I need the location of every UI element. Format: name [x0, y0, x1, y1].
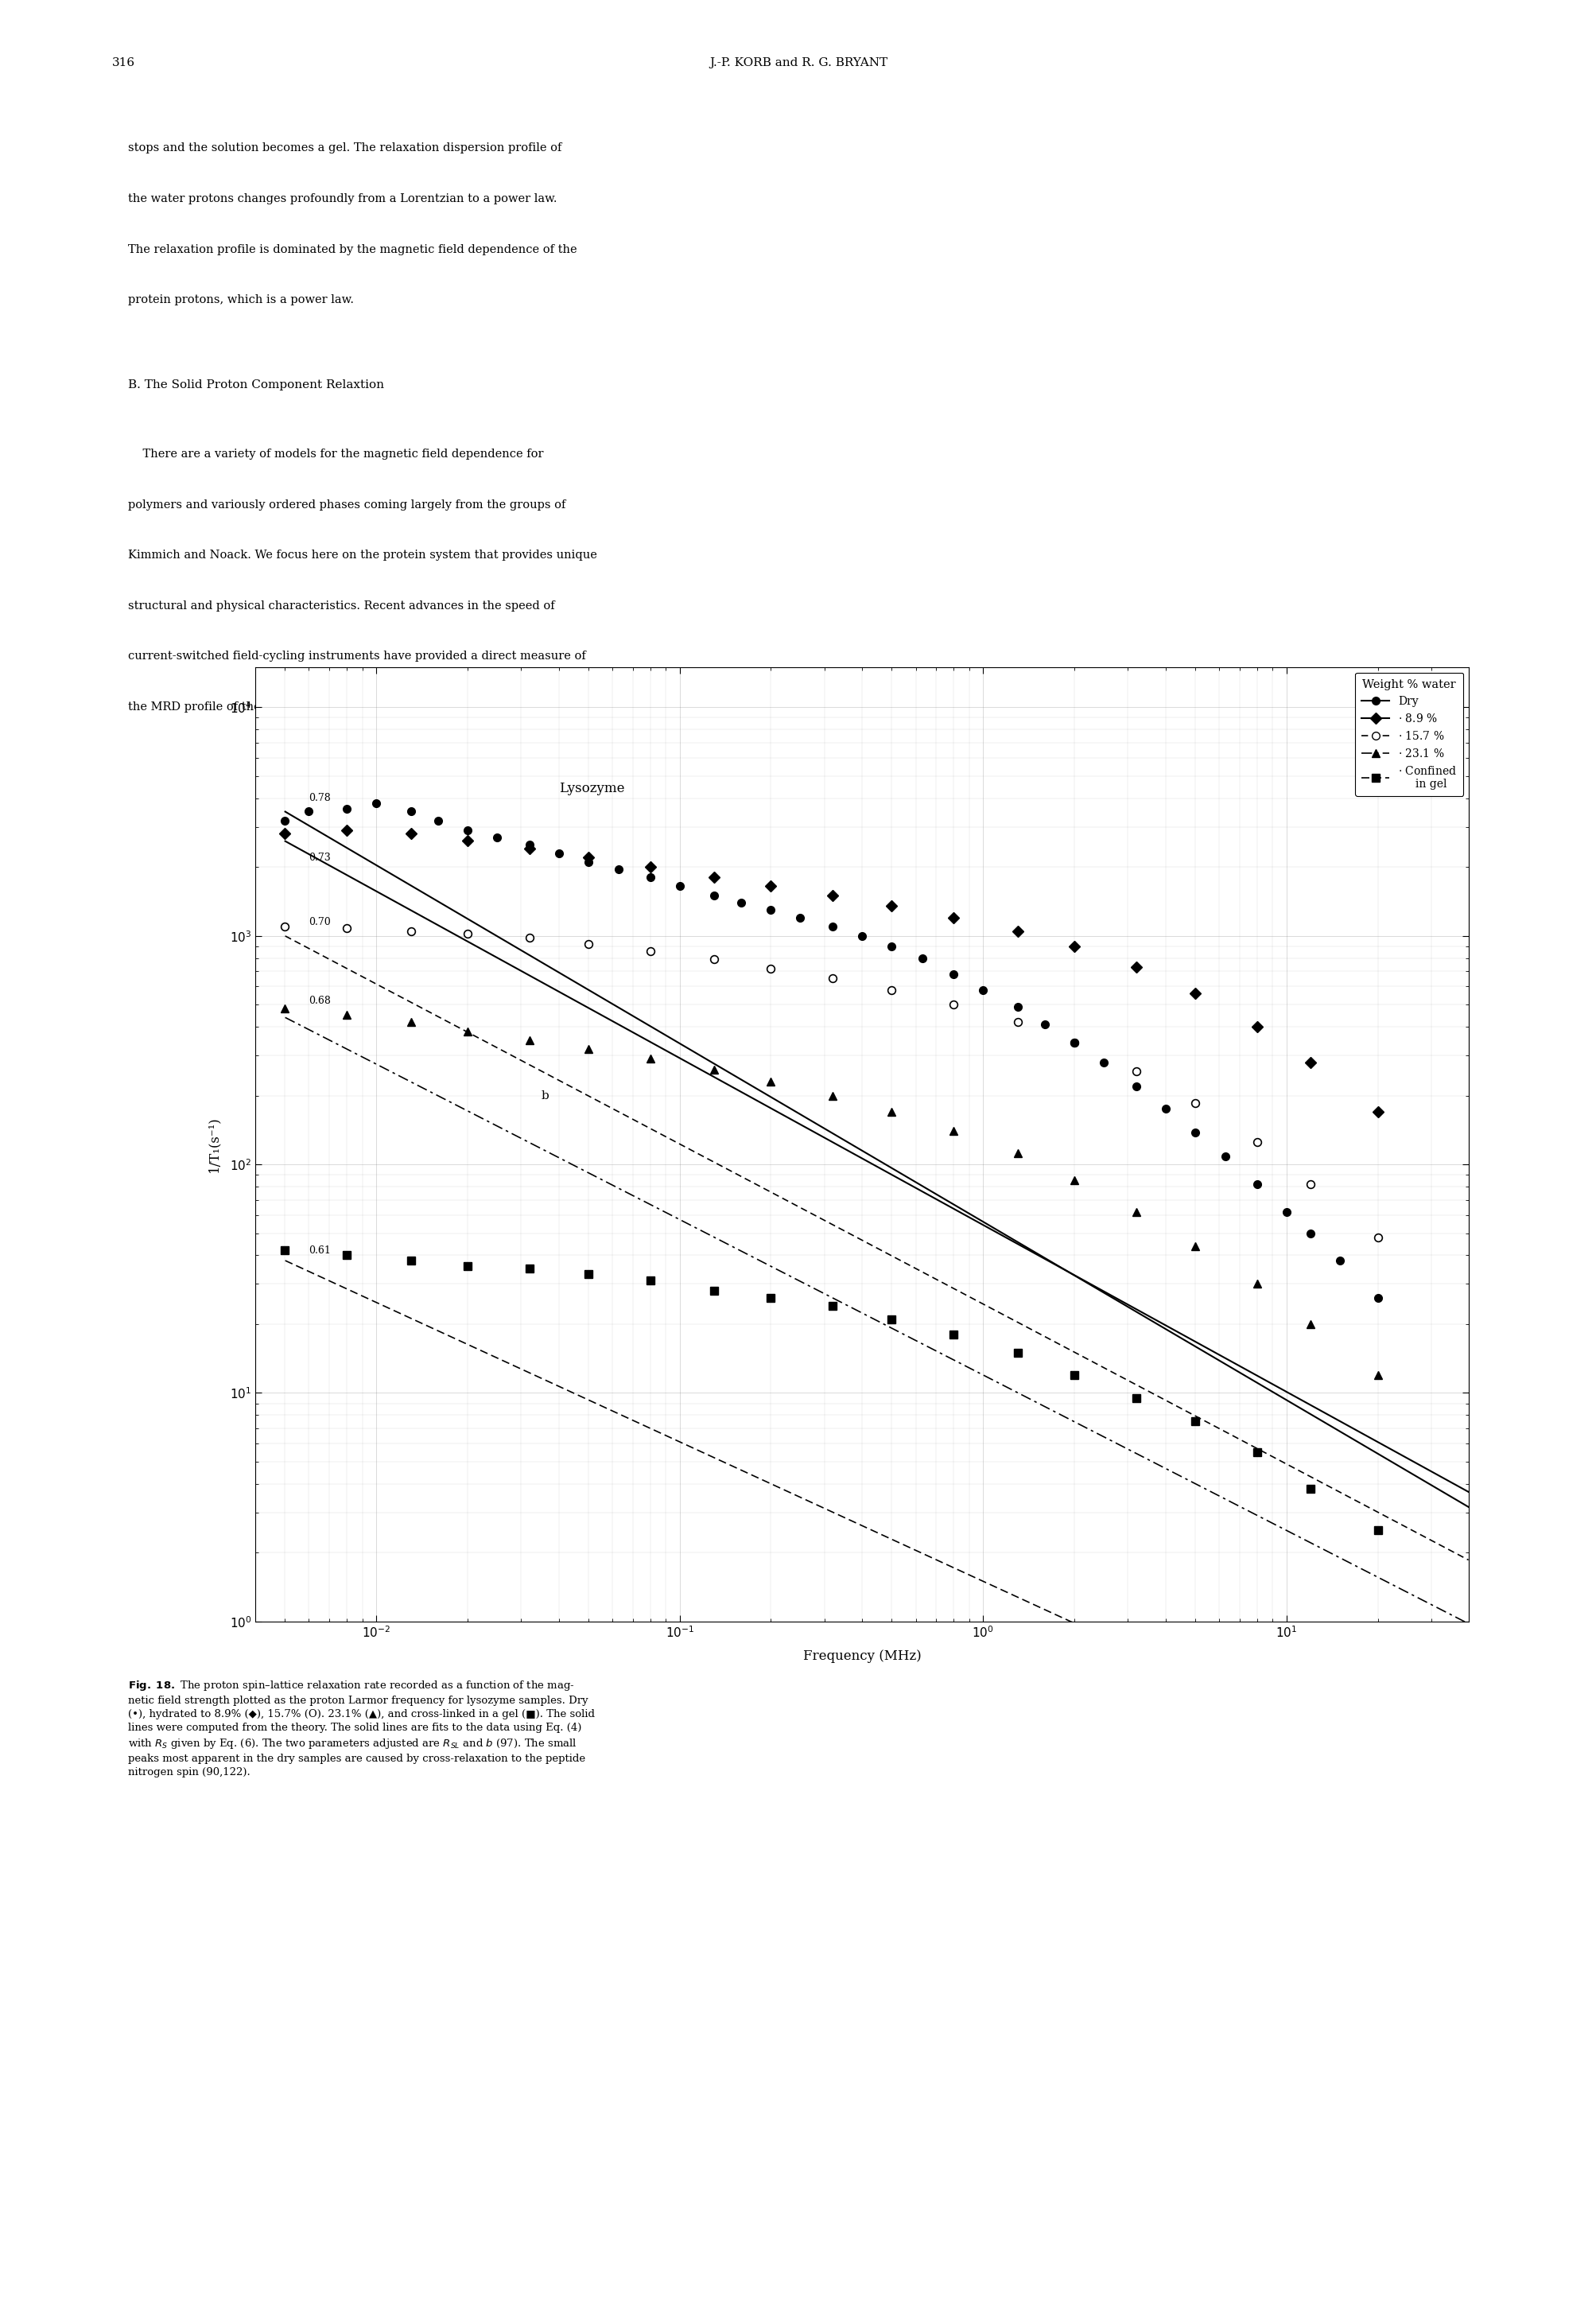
Text: 316: 316 [112, 57, 136, 69]
Text: 0.61: 0.61 [308, 1244, 330, 1256]
Legend: Dry, $\cdot$ 8.9 %, $\cdot$ 15.7 %, $\cdot$ 23.1 %, $\cdot$ Confined
     in gel: Dry, $\cdot$ 8.9 %, $\cdot$ 15.7 %, $\cd… [1355, 672, 1464, 796]
Text: polymers and variously ordered phases coming largely from the groups of: polymers and variously ordered phases co… [128, 499, 565, 511]
Text: $\bf{Fig.\ 18.}$ The proton spin–lattice relaxation rate recorded as a function : $\bf{Fig.\ 18.}$ The proton spin–lattice… [128, 1679, 594, 1778]
Text: current-switched field-cycling instruments have provided a direct measure of: current-switched field-cycling instrumen… [128, 651, 586, 662]
Text: The relaxation profile is dominated by the magnetic field dependence of the: The relaxation profile is dominated by t… [128, 244, 576, 255]
Text: 0.70: 0.70 [308, 918, 330, 927]
Text: 0.68: 0.68 [308, 996, 330, 1005]
Text: the MRD profile of the protein protons as shown in Fig. 18. The relaxation: the MRD profile of the protein protons a… [128, 701, 567, 713]
Text: Kimmich and Noack. We focus here on the protein system that provides unique: Kimmich and Noack. We focus here on the … [128, 550, 597, 561]
Text: Lysozyme: Lysozyme [559, 782, 624, 796]
Text: J.-P. KORB and R. G. BRYANT: J.-P. KORB and R. G. BRYANT [709, 57, 887, 69]
Text: 0.73: 0.73 [308, 853, 330, 862]
Text: b: b [541, 1090, 549, 1102]
Text: structural and physical characteristics. Recent advances in the speed of: structural and physical characteristics.… [128, 600, 554, 612]
Y-axis label: 1/T₁(s⁻¹): 1/T₁(s⁻¹) [207, 1115, 220, 1173]
Text: There are a variety of models for the magnetic field dependence for: There are a variety of models for the ma… [128, 448, 543, 460]
Text: protein protons, which is a power law.: protein protons, which is a power law. [128, 294, 353, 306]
X-axis label: Frequency (MHz): Frequency (MHz) [803, 1649, 921, 1663]
Text: B. The Solid Proton Component Relaxtion: B. The Solid Proton Component Relaxtion [128, 380, 383, 391]
Text: 0.78: 0.78 [308, 793, 330, 803]
Text: the water protons changes profoundly from a Lorentzian to a power law.: the water protons changes profoundly fro… [128, 193, 557, 205]
Text: stops and the solution becomes a gel. The relaxation dispersion profile of: stops and the solution becomes a gel. Th… [128, 143, 562, 154]
